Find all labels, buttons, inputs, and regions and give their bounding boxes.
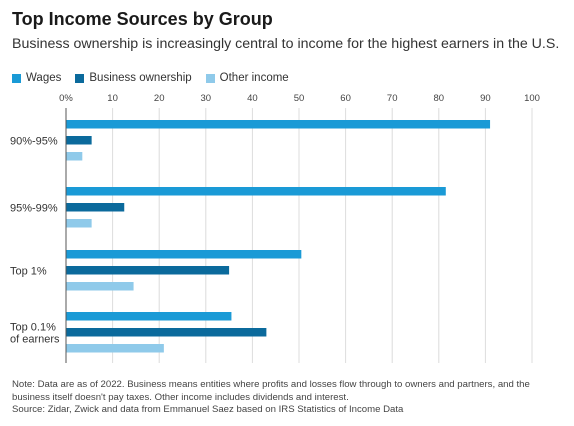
category-label: 95%-99% [10, 202, 58, 214]
legend-item-business-ownership: Business ownership [75, 72, 192, 84]
legend: Wages Business ownership Other income [12, 72, 289, 84]
legend-item-other-income: Other income [205, 72, 289, 84]
legend-label-wages: Wages [26, 72, 62, 84]
legend-label-business-ownership: Business ownership [89, 72, 192, 84]
category-label-line: Top 1% [10, 265, 47, 277]
bar-other-income [66, 219, 92, 228]
legend-swatch-business-ownership [75, 73, 85, 83]
x-tick-label: 100 [524, 93, 540, 104]
x-tick-label: 0% [59, 93, 73, 104]
bar-wages [66, 250, 302, 259]
bar-chart: 0% 10 20 30 40 50 60 70 80 90 100 90%-95% 95%-99% Top… [10, 93, 540, 363]
legend-swatch-other-income [205, 73, 215, 83]
bar-business-ownership [66, 203, 125, 212]
category-label: Top 1% [10, 265, 47, 277]
category-label-line: Top 0.1% [10, 321, 56, 333]
x-tick-label: 40 [247, 93, 258, 104]
x-tick-label: 80 [434, 93, 445, 104]
chart-subtitle: Business ownership is increasingly centr… [12, 36, 560, 52]
x-tick-label: 30 [201, 93, 212, 104]
bar-business-ownership [66, 136, 92, 145]
legend-item-wages: Wages [12, 72, 61, 84]
category-label-line: 95%-99% [10, 202, 58, 214]
legend-swatch-wages [12, 73, 21, 83]
bar-other-income [66, 282, 134, 291]
chart-title: Top Income Sources by Group [12, 9, 273, 29]
bar-business-ownership [66, 328, 267, 337]
bar-wages [66, 312, 232, 321]
x-tick-label: 10 [107, 93, 118, 104]
x-tick-label: 90 [480, 93, 491, 104]
bar-other-income [66, 152, 83, 161]
bar-wages [66, 187, 446, 196]
legend-label-other-income: Other income [219, 72, 289, 84]
x-tick-label: 60 [340, 93, 351, 104]
category-label: 90%-95% [10, 135, 58, 147]
category-label-line: of earners [10, 333, 60, 345]
bar-business-ownership [66, 266, 230, 275]
bar-other-income [66, 344, 164, 353]
x-tick-label: 70 [387, 93, 398, 104]
category-label-line: 90%-95% [10, 135, 58, 147]
category-label: Top 0.1% of earners [10, 321, 60, 345]
x-tick-label: 20 [154, 93, 165, 104]
note-text: Note: Data are as of 2022. Business mean… [12, 379, 530, 403]
bar-wages [66, 120, 491, 129]
chart-notes: Note: Data are as of 2022. Business mean… [12, 379, 564, 417]
source-text: Source: Zidar, Zwick and data from Emman… [12, 404, 404, 416]
x-tick-label: 50 [294, 93, 305, 104]
